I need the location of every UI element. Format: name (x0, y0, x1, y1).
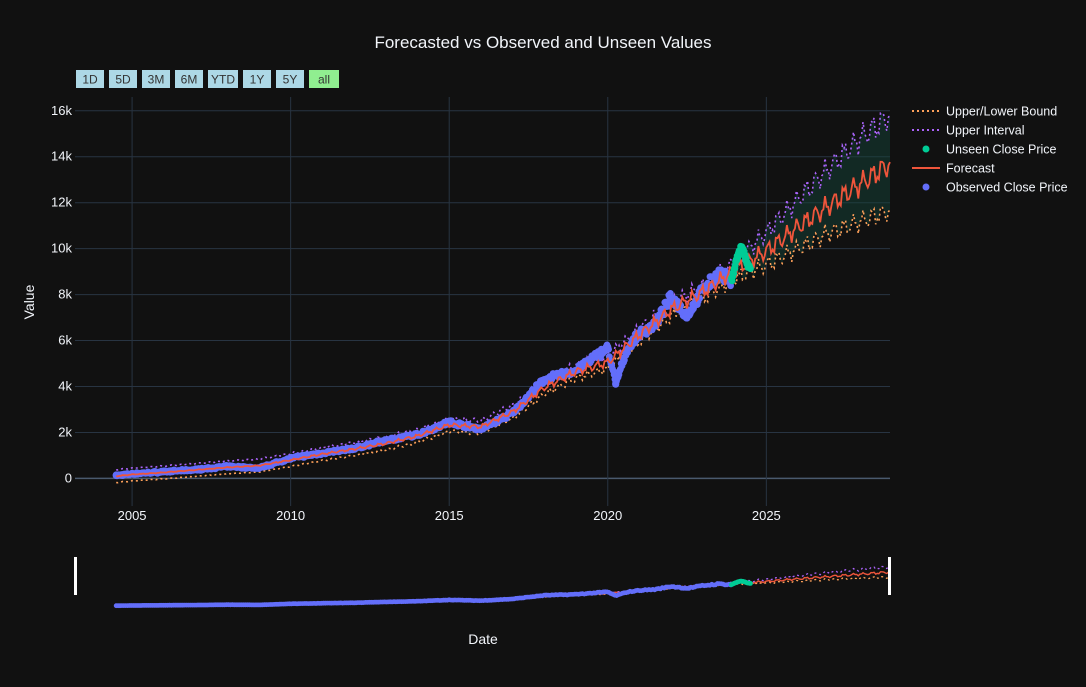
range-button-label: 3M (148, 73, 165, 87)
observed-point (612, 380, 620, 388)
y-tick-label: 16k (51, 103, 72, 118)
legend-label: Forecast (946, 162, 995, 176)
legend-label: Upper Interval (946, 124, 1025, 138)
range-button-bg (243, 70, 271, 88)
unseen-point (747, 265, 754, 273)
series-lower-bound (116, 206, 891, 484)
range-button-6m[interactable]: 6M (175, 70, 203, 88)
range-button-label: 5Y (283, 73, 298, 87)
range-button-bg (276, 70, 304, 88)
range-button-3m[interactable]: 3M (142, 70, 170, 88)
y-axis-label: Value (21, 284, 37, 319)
range-button-1y[interactable]: 1Y (243, 70, 271, 88)
range-button-bg (309, 70, 339, 88)
observed-point (623, 346, 631, 354)
range-button-bg (76, 70, 104, 88)
legend-label: Unseen Close Price (946, 143, 1057, 157)
observed-point (112, 471, 120, 479)
x-tick-label: 2005 (118, 508, 147, 523)
y-tick-label: 0 (65, 470, 72, 485)
x-tick-label: 2025 (752, 508, 781, 523)
x-axis: 2005 2010 2015 2020 2025 (118, 508, 781, 523)
legend-swatch (922, 183, 930, 191)
y-tick-label: 2k (58, 424, 72, 439)
range-button-ytd[interactable]: YTD (208, 70, 238, 88)
range-button-label: 1D (82, 73, 98, 87)
legend-item[interactable]: Upper/Lower Bound (912, 105, 1057, 119)
y-tick-label: 14k (51, 149, 72, 164)
range-button-5y[interactable]: 5Y (276, 70, 304, 88)
range-slider[interactable] (74, 557, 891, 609)
x-tick-label: 2010 (276, 508, 305, 523)
y-tick-label: 10k (51, 241, 72, 256)
slider-observed (113, 581, 734, 609)
range-button-5d[interactable]: 5D (109, 70, 137, 88)
y-axis: 0 2k 4k 6k 8k 10k 12k 14k 16k (51, 103, 72, 486)
range-button-label: YTD (211, 73, 235, 87)
legend-item[interactable]: Upper Interval (912, 124, 1025, 138)
y-tick-label: 6k (58, 333, 72, 348)
series-forecast (116, 160, 891, 478)
range-button-bg (142, 70, 170, 88)
range-selector: 1D 5D 3M 6M YTD 1Y 5Y all (76, 70, 339, 88)
grid-lines (75, 97, 890, 506)
x-tick-label: 2020 (593, 508, 622, 523)
legend-label: Observed Close Price (946, 181, 1068, 195)
slider-unseen (729, 578, 753, 588)
observed-point (667, 293, 675, 301)
range-button-bg (208, 70, 238, 88)
legend-label: Upper/Lower Bound (946, 105, 1057, 119)
range-slider-left-handle[interactable] (74, 557, 77, 595)
observed-point (540, 376, 548, 384)
range-button-all[interactable]: all (309, 70, 339, 88)
legend: Upper/Lower Bound Upper Interval Unseen Cl… (912, 105, 1068, 195)
range-button-1d[interactable]: 1D (76, 70, 104, 88)
range-button-bg (175, 70, 203, 88)
observed-point (683, 311, 691, 319)
chart-title: Forecasted vs Observed and Unseen Values (374, 33, 711, 52)
legend-swatch (922, 145, 930, 153)
legend-item[interactable]: Observed Close Price (922, 181, 1068, 195)
observed-point (664, 302, 672, 310)
range-button-bg (109, 70, 137, 88)
y-tick-label: 12k (51, 195, 72, 210)
range-button-label: 1Y (250, 73, 265, 87)
slider-lower-bound (116, 576, 891, 608)
x-axis-label: Date (468, 631, 498, 647)
legend-item[interactable]: Unseen Close Price (922, 143, 1057, 157)
slider-unseen-point (748, 581, 753, 586)
series-unseen (728, 242, 754, 285)
y-tick-label: 4k (58, 379, 72, 394)
range-button-label: 5D (115, 73, 131, 87)
y-tick-label: 8k (58, 287, 72, 302)
range-button-label: 6M (181, 73, 198, 87)
plot-area[interactable] (112, 112, 891, 484)
observed-point (604, 343, 612, 352)
legend-item[interactable]: Forecast (912, 162, 995, 176)
x-tick-label: 2015 (435, 508, 464, 523)
range-slider-right-handle[interactable] (888, 557, 891, 595)
range-button-label: all (318, 73, 330, 87)
series-upper-interval (116, 112, 891, 471)
